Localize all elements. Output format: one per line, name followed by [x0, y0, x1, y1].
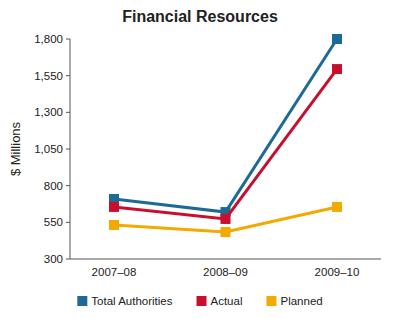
x-tick-label: 2007–08	[92, 266, 137, 278]
legend-swatch	[266, 296, 276, 306]
x-tick-label: 2008–09	[203, 266, 248, 278]
title: Financial Resources	[122, 8, 278, 25]
series-line	[114, 39, 337, 212]
y-tick	[66, 149, 70, 150]
point	[332, 202, 342, 212]
y-tick-label: 300	[44, 253, 63, 265]
point	[109, 220, 119, 230]
y-tick-label: 1,050	[34, 143, 63, 155]
y-tick	[66, 75, 70, 76]
y-tick-label: 1,550	[34, 70, 63, 82]
y-tick-label: 1,800	[34, 33, 63, 45]
point	[221, 214, 231, 224]
legend: Total Authorities Actual Planned	[77, 295, 322, 307]
y-tick	[66, 39, 70, 40]
y-axis-label: $ Millions	[8, 121, 23, 176]
legend-swatch	[77, 296, 87, 306]
y-tick	[66, 185, 70, 186]
point	[109, 202, 119, 212]
legend-label: Total Authorities	[91, 295, 172, 307]
point	[332, 64, 342, 74]
plot-area	[109, 34, 342, 237]
legend-label: Planned	[280, 295, 322, 307]
y-tick-label: 550	[44, 216, 63, 228]
y-tick-label: 1,300	[34, 106, 63, 118]
point	[332, 34, 342, 44]
chart: Financial Resources $ Millions 300 550 800 1,…	[0, 0, 400, 319]
y-tick	[66, 222, 70, 223]
legend-swatch	[197, 296, 207, 306]
point	[221, 227, 231, 237]
x-axis	[70, 259, 381, 260]
legend-label: Actual	[211, 295, 243, 307]
y-tick-label: 800	[44, 180, 63, 192]
series-line	[114, 69, 337, 219]
x-tick-label: 2009–10	[315, 266, 360, 278]
y-tick	[66, 259, 70, 260]
y-tick	[66, 112, 70, 113]
